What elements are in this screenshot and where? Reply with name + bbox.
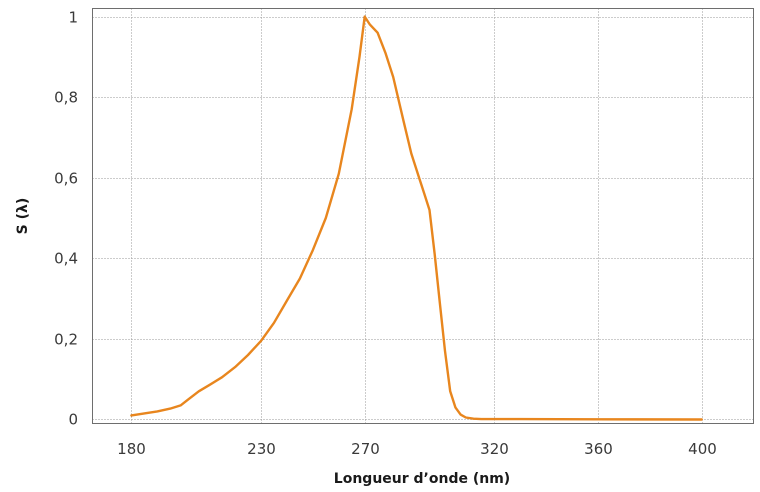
x-tick-label: 230: [247, 440, 276, 458]
grid-lines: [92, 8, 754, 424]
y-tick-label: 1: [68, 9, 78, 27]
y-tick-label: 0,6: [54, 170, 78, 188]
y-axis-ticks: 0 0,2 0,4 0,6 0,8 1: [54, 9, 78, 429]
x-tick-label: 320: [480, 440, 509, 458]
x-axis-title: Longueur d’onde (nm): [334, 471, 510, 487]
x-tick-label: 400: [688, 440, 717, 458]
y-tick-label: 0,8: [54, 89, 78, 107]
x-axis-ticks: 180 230 270 320 360 400: [117, 440, 717, 458]
y-axis-title: S (λ): [15, 198, 31, 235]
y-tick-label: 0,4: [54, 250, 78, 268]
series-line-s-lambda: [130, 15, 703, 421]
x-tick-label: 270: [351, 440, 380, 458]
x-tick-label: 180: [117, 440, 146, 458]
x-tick-label: 360: [584, 440, 613, 458]
y-tick-label: 0: [68, 411, 78, 429]
y-tick-label: 0,2: [54, 331, 78, 349]
plot-frame: [92, 8, 754, 424]
